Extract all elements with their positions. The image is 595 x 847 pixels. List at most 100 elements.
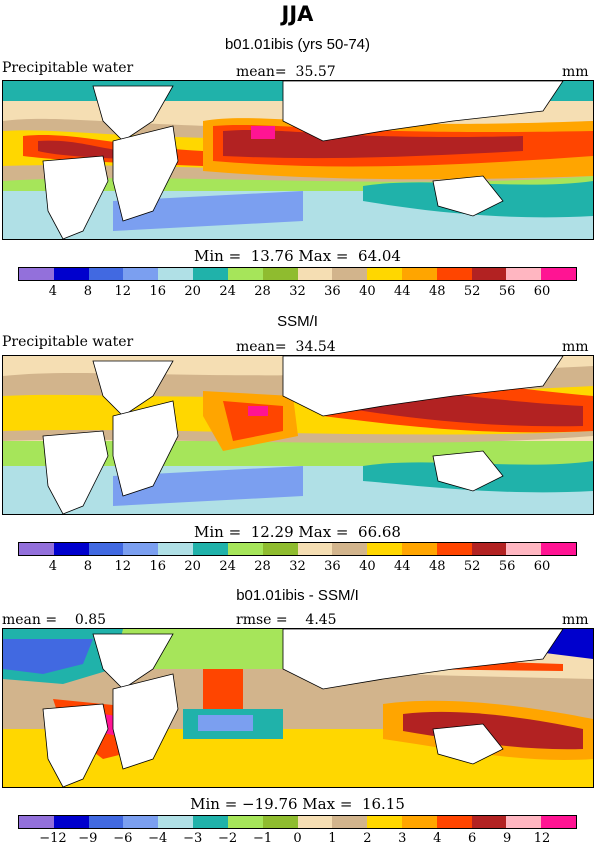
panel-3-rmse-label: rmse = 4.45	[236, 612, 337, 628]
colorbar-tick-label: 60	[533, 559, 551, 574]
colorbar-tick-label: 12	[114, 284, 132, 299]
colorbar-tick-label: 40	[359, 284, 376, 299]
colorbar-tick-label: 48	[428, 559, 446, 574]
panel-3-mean-label: mean = 0.85	[2, 612, 107, 628]
panel-1-field	[3, 81, 593, 239]
colorbar-swatch	[19, 543, 54, 555]
colorbar-tick-label: 3	[398, 831, 407, 846]
colorbar-tick-label: 16	[149, 559, 167, 574]
colorbar-swatch	[332, 543, 368, 555]
panel-2-colorbar	[18, 542, 577, 556]
panel-1-subtitle: b01.01ibis (yrs 50-74)	[224, 36, 371, 53]
colorbar-tick-label: −4	[148, 831, 168, 846]
colorbar-tick-label: −3	[183, 831, 203, 846]
colorbar-swatch	[193, 268, 228, 280]
colorbar-swatch	[506, 816, 542, 828]
colorbar-swatch	[19, 268, 54, 280]
colorbar-tick-label: −9	[78, 831, 98, 846]
panel-3-colorbar-ticks: −12 −9 −6 −4 −3 −2 −1 0 1 2 3 4 6 9 12	[18, 831, 577, 847]
colorbar-tick-label: 60	[533, 284, 551, 299]
colorbar-swatch	[262, 268, 298, 280]
panel-2-subtitle: SSM/I	[277, 313, 318, 330]
colorbar-swatch	[158, 268, 194, 280]
colorbar-tick-label: 36	[324, 559, 341, 574]
colorbar-tick-label: 32	[289, 284, 306, 299]
colorbar-swatch	[53, 268, 89, 280]
colorbar-swatch	[227, 816, 263, 828]
colorbar-tick-label: 44	[394, 284, 411, 299]
colorbar-swatch	[541, 268, 576, 280]
colorbar-tick-label: −2	[218, 831, 238, 846]
colorbar-tick-label: 20	[184, 559, 201, 574]
panel-1-colorbar	[18, 267, 577, 281]
colorbar-tick-label: 20	[184, 284, 201, 299]
colorbar-swatch	[297, 816, 333, 828]
colorbar-tick-label: 1	[328, 831, 337, 846]
colorbar-swatch	[88, 543, 124, 555]
colorbar-tick-label: 48	[428, 284, 446, 299]
colorbar-swatch	[297, 268, 333, 280]
colorbar-swatch	[227, 268, 263, 280]
colorbar-tick-label: 32	[289, 559, 306, 574]
panel-1-variable-label: Precipitable water	[2, 60, 134, 76]
colorbar-tick-label: 36	[324, 284, 341, 299]
colorbar-tick-label: 0	[293, 831, 302, 846]
colorbar-tick-label: −6	[113, 831, 133, 846]
colorbar-tick-label: 52	[463, 284, 481, 299]
colorbar-tick-label: 28	[254, 559, 271, 574]
colorbar-tick-label: −12	[39, 831, 67, 846]
colorbar-swatch	[332, 816, 368, 828]
colorbar-swatch	[123, 268, 159, 280]
colorbar-swatch	[88, 268, 124, 280]
colorbar-swatch	[53, 816, 89, 828]
colorbar-swatch	[158, 543, 194, 555]
panel-2-map	[2, 355, 594, 515]
colorbar-swatch	[19, 816, 54, 828]
panel-2-variable-label: Precipitable water	[2, 334, 134, 350]
colorbar-swatch	[436, 543, 472, 555]
colorbar-swatch	[158, 816, 194, 828]
panel-1-mean-label: mean= 35.57	[236, 64, 336, 80]
colorbar-tick-label: 12	[533, 831, 551, 846]
panel-3-map	[2, 628, 594, 788]
colorbar-tick-label: 44	[394, 559, 411, 574]
colorbar-swatch	[123, 816, 159, 828]
colorbar-swatch	[367, 268, 402, 280]
colorbar-swatch	[53, 543, 89, 555]
colorbar-swatch	[88, 816, 124, 828]
panel-1-colorbar-ticks: 4 8 12 16 20 24 28 32 36 40 44 48 52 56 60	[18, 284, 577, 300]
colorbar-swatch	[506, 268, 542, 280]
colorbar-tick-label: 4	[48, 284, 58, 299]
colorbar-swatch	[123, 543, 159, 555]
colorbar-swatch	[506, 543, 542, 555]
panel-3-field	[3, 629, 593, 787]
colorbar-swatch	[401, 543, 437, 555]
colorbar-tick-label: 2	[363, 831, 372, 846]
figure-title: JJA	[281, 2, 314, 26]
colorbar-tick-label: 52	[463, 559, 481, 574]
colorbar-swatch	[471, 268, 507, 280]
panel-1-map	[2, 80, 594, 240]
colorbar-swatch	[541, 816, 576, 828]
colorbar-tick-label: 16	[149, 284, 167, 299]
colorbar-tick-label: 9	[502, 831, 512, 846]
colorbar-tick-label: 12	[114, 559, 132, 574]
panel-3-minmax: Min = −19.76 Max = 16.15	[190, 795, 405, 813]
colorbar-swatch	[401, 816, 437, 828]
colorbar-tick-label: 6	[468, 831, 477, 846]
colorbar-tick-label: 24	[219, 284, 236, 299]
panel-3-units-label: mm	[562, 612, 589, 628]
panel-3-subtitle: b01.01ibis - SSM/I	[236, 587, 359, 604]
colorbar-tick-label: 56	[498, 559, 516, 574]
colorbar-tick-label: 28	[254, 284, 271, 299]
colorbar-swatch	[193, 543, 228, 555]
colorbar-swatch	[471, 543, 507, 555]
colorbar-swatch	[227, 543, 263, 555]
panel-1-minmax: Min = 13.76 Max = 64.04	[194, 247, 401, 265]
panel-1-units-label: mm	[562, 64, 589, 80]
colorbar-swatch	[332, 268, 368, 280]
panel-2-mean-label: mean= 34.54	[236, 339, 336, 355]
colorbar-swatch	[193, 816, 228, 828]
colorbar-swatch	[262, 816, 298, 828]
colorbar-swatch	[367, 543, 402, 555]
